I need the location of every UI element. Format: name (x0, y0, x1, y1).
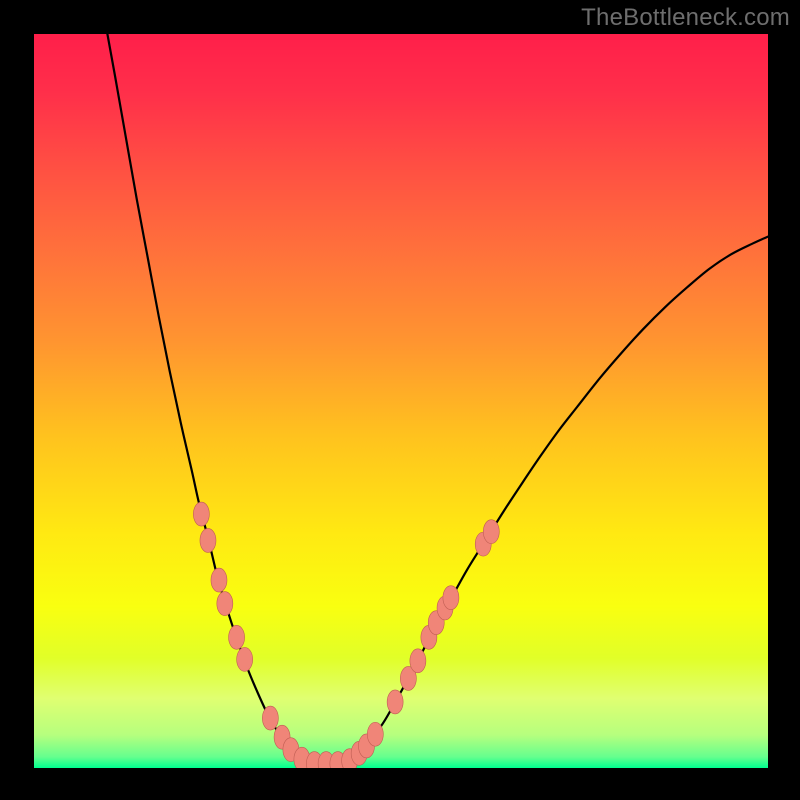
data-marker (193, 502, 209, 526)
data-marker (262, 706, 278, 730)
data-marker (483, 520, 499, 544)
data-marker (217, 592, 233, 616)
data-marker (229, 625, 245, 649)
data-marker (211, 568, 227, 592)
data-marker (410, 649, 426, 673)
data-marker (387, 690, 403, 714)
data-marker (200, 528, 216, 552)
bottleneck-curve-chart (34, 34, 768, 768)
data-marker (367, 722, 383, 746)
gradient-background (34, 34, 768, 768)
watermark-text: TheBottleneck.com (581, 4, 790, 32)
chart-svg (34, 34, 768, 768)
data-marker (443, 586, 459, 610)
data-marker (237, 647, 253, 671)
